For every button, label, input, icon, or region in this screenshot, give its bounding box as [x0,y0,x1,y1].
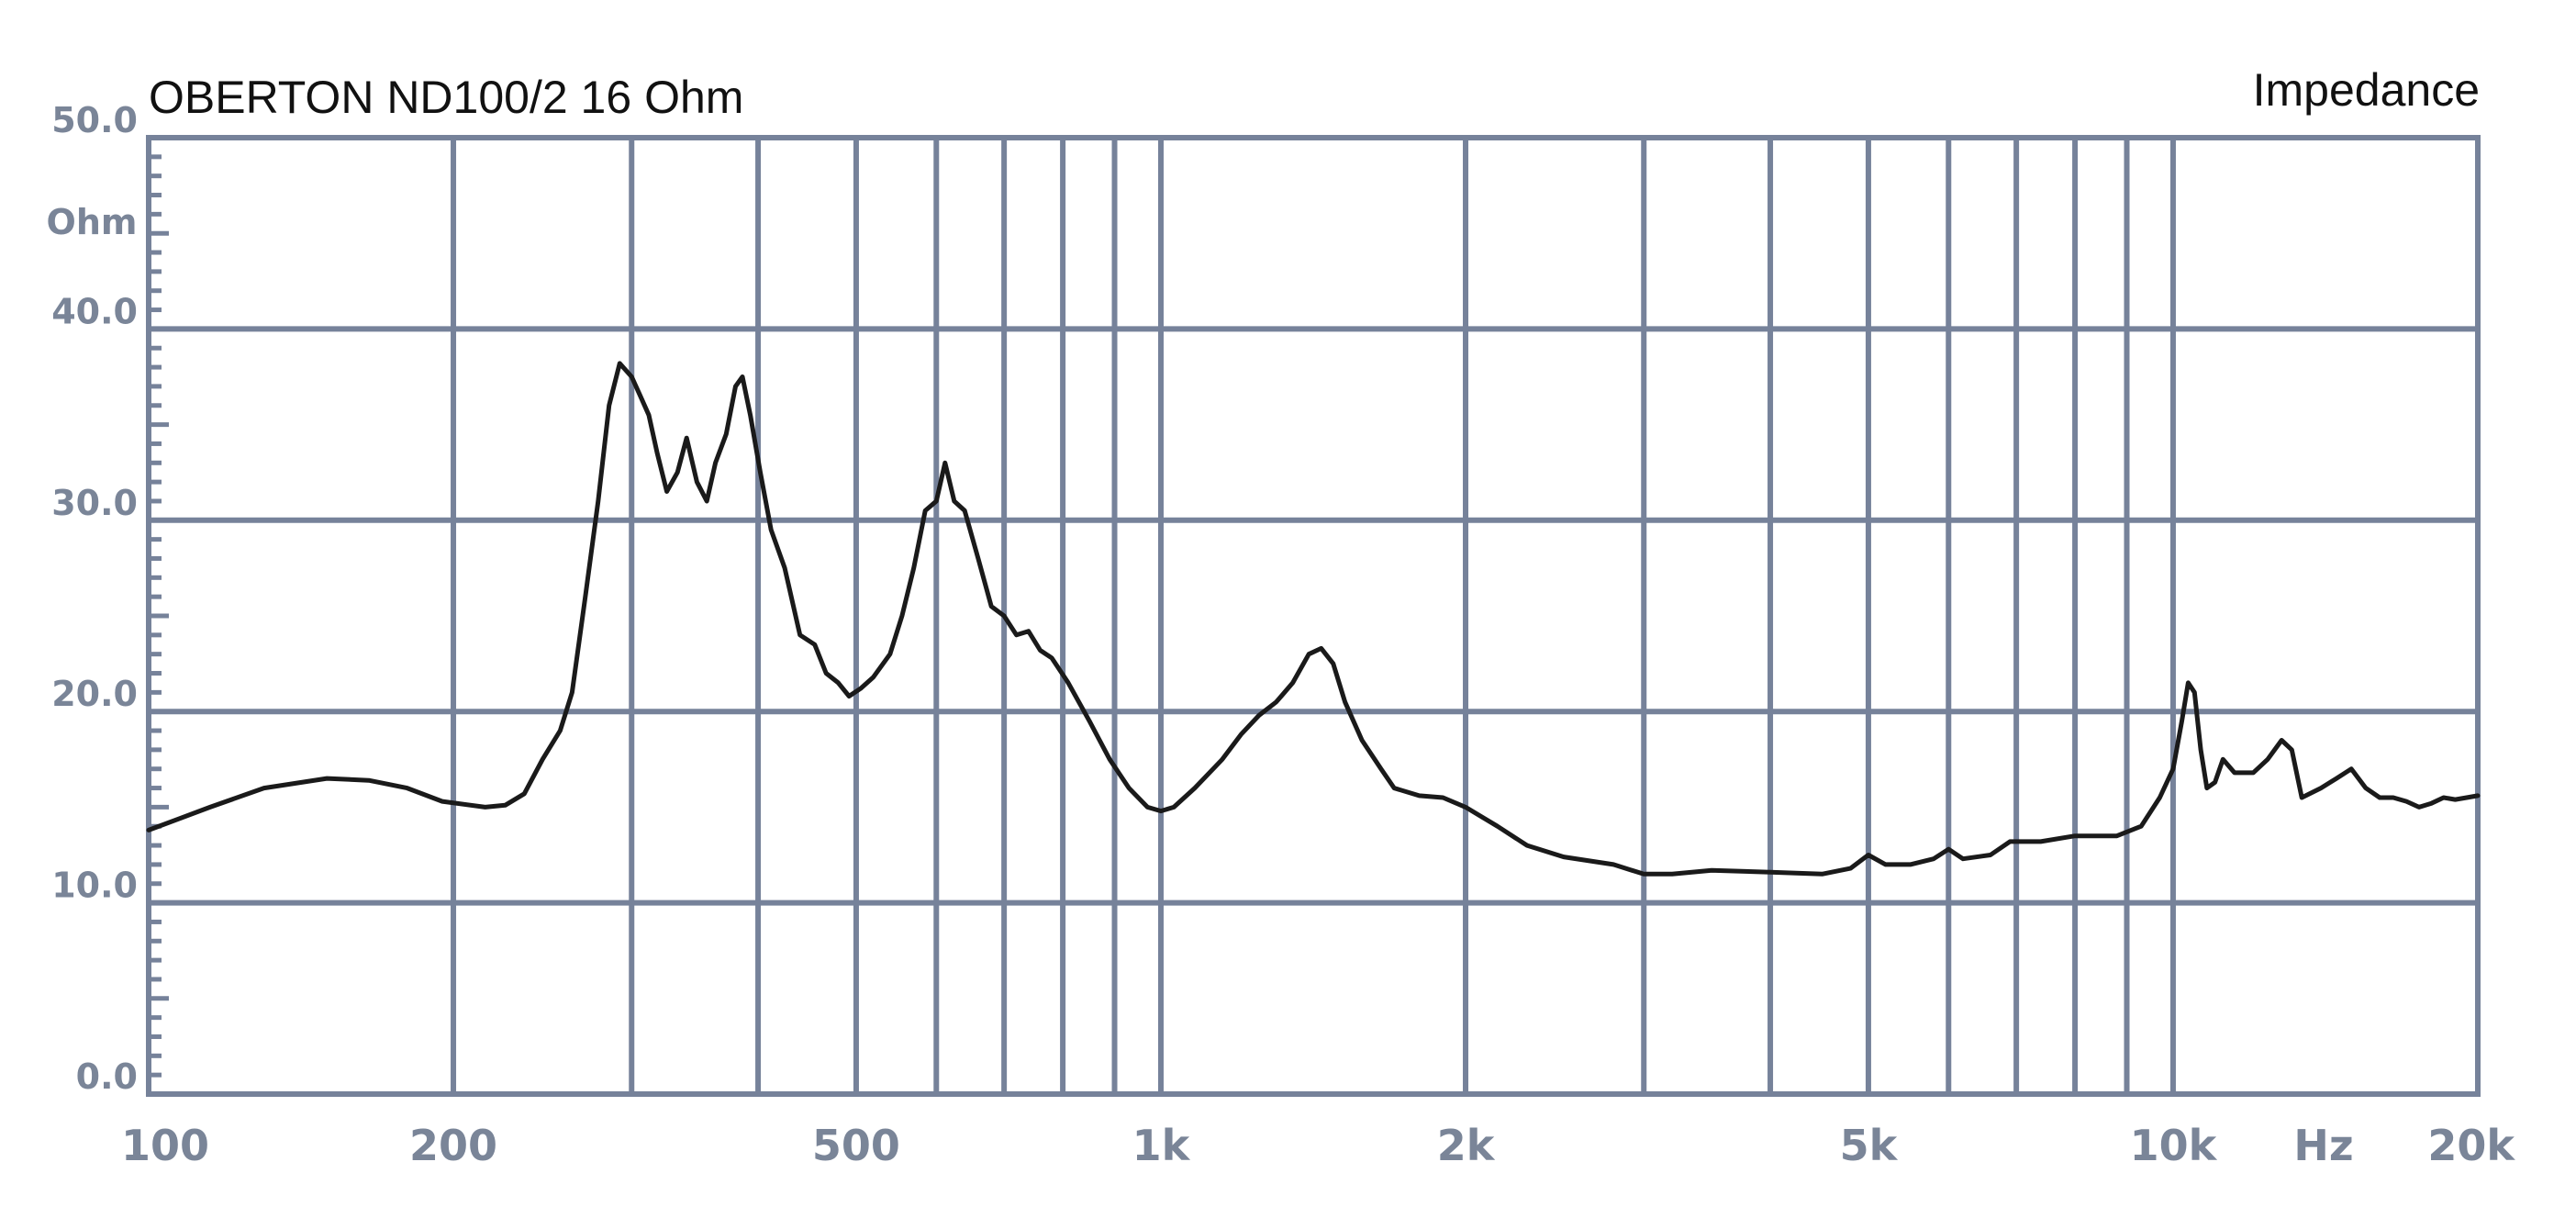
x-tick-labels: 100 200 500 1k 2k 5k 10k 20k [121,1121,2515,1170]
grid [146,135,2481,1097]
x-tick-label: 5k [1840,1121,1899,1170]
x-axis-label: Hz [2293,1121,2353,1170]
y-axis-label: Ohm [47,202,138,242]
x-tick-label: 2k [1437,1121,1496,1170]
y-minor-ticks [149,135,169,1097]
y-tick-label: 20.0 [51,674,138,714]
x-tick-label: 100 [121,1121,209,1170]
y-tick-label: 10.0 [51,866,138,906]
x-tick-label: 20k [2427,1121,2515,1170]
x-tick-label: 500 [812,1121,900,1170]
x-tick-label: 10k [2130,1121,2218,1170]
chart-subtitle: Impedance [2253,64,2480,116]
y-tick-label: 0.0 [76,1056,138,1097]
y-tick-label: 30.0 [51,483,138,523]
x-tick-label: 1k [1132,1121,1191,1170]
y-tick-label: 40.0 [51,291,138,331]
y-tick-labels: 0.0 10.0 20.0 30.0 40.0 50.0 [51,100,138,1097]
impedance-curve [146,361,2481,877]
chart-title: OBERTON ND100/2 16 Ohm [149,72,743,123]
x-tick-label: 200 [409,1121,497,1170]
y-tick-label: 50.0 [51,100,138,140]
